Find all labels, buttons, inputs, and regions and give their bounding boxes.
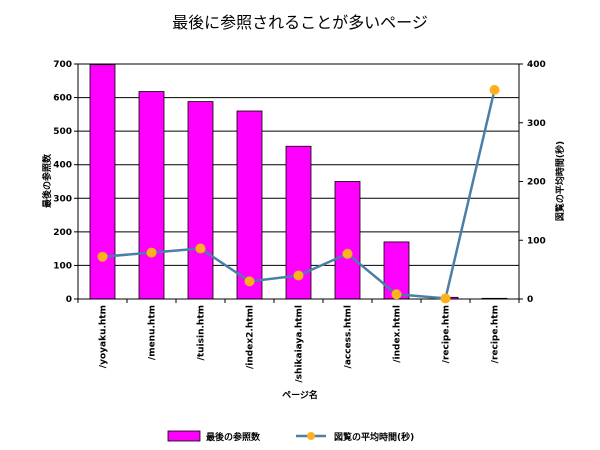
x-tick-label: /menu.htm [148,305,158,360]
x-tick-label: /access.html [344,305,354,368]
y-tick-label-left: 300 [53,194,72,204]
line-point [244,276,255,287]
y-axis-right-ticks: 0 100 200 300 400 [519,60,546,305]
y-tick-label-left: 200 [53,228,72,238]
y-tick-label-left: 700 [53,60,72,70]
y-tick-label-left: 400 [53,161,72,171]
x-tick-label: /yoyaku.htm [99,305,109,368]
legend-bar-swatch [167,430,201,442]
y-tick-label-right: 100 [527,236,546,246]
y-axis-left-ticks: 0 100 200 300 400 500 600 700 [53,60,78,305]
x-tick-label: /index.html [393,305,403,363]
y-axis-right-label: 図覧の平均時間(秒) [554,141,566,221]
bar [334,181,361,300]
y-tick-label-left: 500 [53,127,72,137]
y-tick-label-right: 400 [527,60,546,70]
x-tick-label: /shikaiaya.html [295,305,305,383]
bar [187,101,214,300]
bar-series [89,64,508,300]
y-tick-label-right: 300 [527,119,546,129]
line-point [97,251,108,262]
line-point [146,247,157,258]
bar [236,110,263,300]
y-axis-left-label: 最後の参照数 [41,153,53,208]
x-axis-label: ページ名 [282,389,318,401]
x-tick-label: /recipe.htm [442,305,452,363]
legend-bar-label: 最後の参照数 [206,431,261,443]
y-tick-label-right: 0 [527,295,533,305]
legend-line-marker [307,432,315,440]
line-series [97,84,500,304]
line-point [391,289,402,300]
y-tick-label-left: 0 [66,295,72,305]
x-tick-label: /recipe.htm [491,305,501,363]
chart-title: 最後に参照されることが多いページ [172,13,428,32]
x-axis-ticks: /yoyaku.htm/menu.htm/tuisin.htm/index2.h… [77,299,520,383]
legend-line-label: 図覧の平均時間(秒) [334,431,414,443]
line-point [440,293,451,304]
x-tick-label: /index2.html [246,305,256,369]
line-point [195,243,206,254]
line-point [489,84,500,95]
bar [138,91,165,300]
bar [89,64,116,300]
line-point [293,270,304,281]
line-point [342,248,353,259]
legend: 最後の参照数 図覧の平均時間(秒) [167,430,414,443]
x-tick-label: /tuisin.htm [197,305,207,360]
y-tick-label-left: 600 [53,94,72,104]
y-tick-label-right: 200 [527,178,546,188]
y-tick-label-left: 100 [53,261,72,271]
